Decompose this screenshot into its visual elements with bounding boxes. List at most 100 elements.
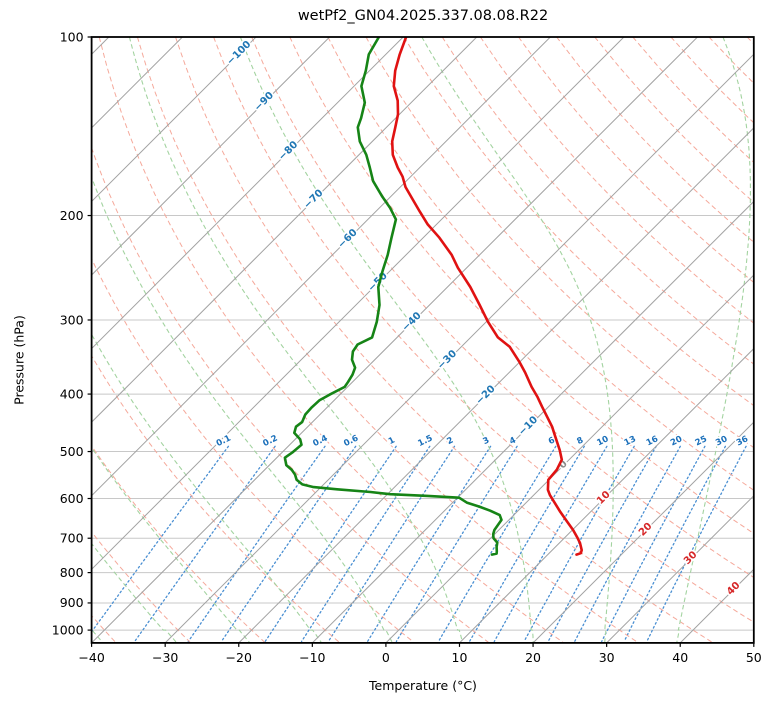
mixing-ratio-label: 13 (623, 434, 638, 448)
mixing-ratio-line (601, 445, 706, 643)
mixing-ratio-line (574, 445, 681, 643)
isotherm-line (606, 495, 754, 643)
dry-adiabat-line (518, 37, 754, 284)
plot-area: 0.1 0.2 0.4 0.6 1 1.5 2 3 4 6 8 10 13 16 20 25 30 36−100−… (91, 37, 754, 643)
moist-adiabat-line (91, 333, 322, 643)
mixing-ratio-label: 16 (645, 434, 660, 448)
dry-adiabat-line (403, 37, 754, 407)
isotherm-line (91, 37, 551, 497)
mixing-ratio-line (646, 445, 747, 643)
mixing-ratio-label: 0.4 (311, 433, 329, 449)
mixing-ratio-line (366, 445, 492, 643)
mixing-ratio-line (523, 445, 635, 643)
x-tick-label: −30 (152, 650, 178, 665)
x-tick-label: 40 (672, 650, 688, 665)
isotherm-label: −100 (225, 39, 253, 67)
mixing-ratio-label: 0.6 (342, 433, 360, 449)
y-tick-label: 300 (60, 312, 84, 327)
isotherm-line (91, 37, 625, 571)
mixing-ratio-line (547, 445, 657, 643)
mixing-ratio-line (493, 445, 608, 643)
x-tick-label: −20 (226, 650, 252, 665)
dry-adiabat-line (213, 37, 754, 623)
y-tick-label: 600 (60, 491, 84, 506)
mixing-ratio-line (437, 445, 557, 643)
mixing-ratio-label: 2 (445, 435, 455, 447)
mixing-ratio-line (327, 445, 456, 643)
x-axis-title: Temperature (°C) (369, 678, 477, 693)
x-tick-label: 30 (599, 650, 615, 665)
x-tick-label: 20 (525, 650, 541, 665)
mixing-ratio-label: 10 (595, 434, 610, 448)
y-tick-label: 900 (60, 595, 84, 610)
mixing-ratio-line (300, 445, 431, 643)
mixing-ratio-label: 25 (694, 434, 709, 448)
y-tick-label: 1000 (52, 622, 84, 637)
dewpoint-profile-line (283, 37, 503, 556)
y-tick-label: 500 (60, 444, 84, 459)
dry-adiabat-line (136, 37, 638, 643)
isotherm-line (238, 127, 754, 643)
dry-adiabat-line (365, 37, 754, 449)
mixing-ratio-line (395, 445, 518, 643)
dry-adiabat-line (670, 37, 754, 124)
isotherm-line (91, 37, 330, 276)
isotherm-line (753, 642, 754, 643)
moist-adiabat-line (91, 446, 251, 643)
dry-adiabat-line (251, 37, 754, 579)
y-tick-label: 400 (60, 386, 84, 401)
dry-adiabat-line (289, 37, 754, 535)
dry-adiabat-line (91, 445, 265, 643)
y-tick-label: 200 (60, 208, 84, 223)
dry-adiabat-line (441, 37, 754, 365)
isotherm-line (91, 37, 698, 643)
isotherm-line (91, 37, 478, 423)
x-tick-label: −40 (78, 650, 104, 665)
dry-adiabat-line (91, 257, 415, 643)
mixing-ratio-line (134, 445, 276, 643)
isotherm-line (459, 347, 754, 643)
dry-adiabat-line (175, 37, 713, 643)
temperature-profile-line (390, 37, 584, 556)
mixing-ratio-label: 0.1 (215, 433, 233, 449)
mixing-ratio-line (623, 445, 727, 643)
dry-adiabat-line (327, 37, 754, 491)
isotherm-line (91, 37, 257, 203)
mixing-ratio-label: 1.5 (416, 433, 434, 449)
isotherm-line (91, 37, 404, 350)
x-tick-label: 50 (746, 650, 762, 665)
chart-title: wetPf2_GN04.2025.337.08.08.R22 (297, 8, 549, 24)
mixing-ratio-label: 1 (387, 435, 397, 447)
plot-border (90, 36, 755, 644)
x-tick-label: 0 (382, 650, 390, 665)
isotherm-line (91, 37, 110, 55)
mixing-ratio-line (468, 445, 585, 643)
moist-adiabat-line (91, 542, 178, 643)
dry-adiabat-line (746, 37, 754, 45)
mixing-ratio-label: 30 (714, 434, 729, 448)
mixing-ratio-label: 0.2 (261, 433, 279, 449)
moist-adiabat-line (91, 629, 104, 643)
moist-adiabat-line (128, 37, 464, 643)
x-tick-label: 10 (452, 650, 468, 665)
y-tick-label: 700 (60, 531, 84, 546)
dry-adiabat-line (556, 37, 754, 243)
moist-adiabat-line (676, 37, 751, 643)
dry-adiabat-line (479, 37, 754, 324)
isotherm-line (164, 53, 754, 643)
isotherm-line (311, 200, 754, 643)
mixing-ratio-label: 20 (669, 434, 684, 448)
dry-adiabat-line (98, 37, 564, 643)
isotherm-line (679, 568, 754, 643)
dry-adiabat-line (708, 37, 754, 84)
moist-adiabat-line (91, 175, 393, 643)
dry-adiabat-line (91, 354, 340, 643)
isotherm-line (532, 421, 754, 643)
mixing-ratio-line (91, 445, 230, 633)
x-tick-label: −10 (299, 650, 325, 665)
dry-adiabat-line (91, 531, 191, 643)
moist-adiabat-line (239, 37, 534, 643)
isotherm-line (385, 274, 754, 643)
